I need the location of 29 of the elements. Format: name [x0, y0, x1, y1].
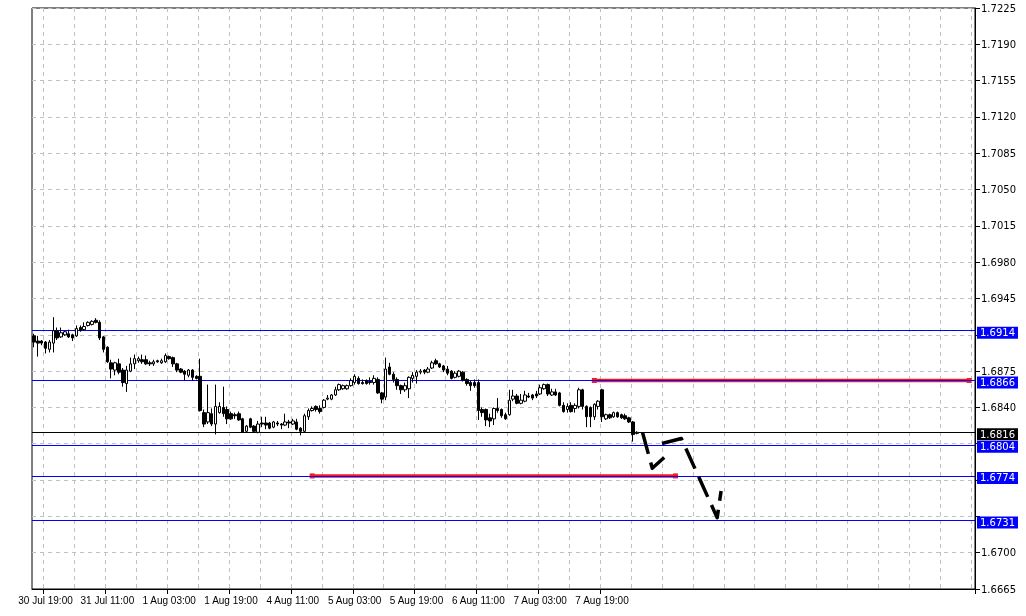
y-tick-label: 1.6980: [981, 256, 1016, 268]
x-tick-label: 30 Jul 19:00: [18, 594, 74, 606]
ref-line-label: 1.6804: [980, 441, 1015, 453]
x-tick-label: 4 Aug 11:00: [266, 594, 320, 606]
x-tick-label: 6 Aug 11:00: [452, 594, 506, 606]
y-tick-label: 1.7085: [981, 147, 1016, 159]
x-tick-label: 5 Aug 19:00: [389, 594, 444, 606]
x-tick-label: 1 Aug 03:00: [142, 594, 197, 606]
ref-line-label: 1.6816: [980, 428, 1015, 440]
y-tick-label: 1.6665: [981, 583, 1016, 595]
y-tick-label: 1.6840: [981, 401, 1016, 413]
x-tick-label: 5 Aug 03:00: [328, 594, 382, 606]
ref-line-label: 1.6731: [980, 517, 1015, 529]
x-tick-label: 1 Aug 19:00: [204, 594, 259, 606]
y-tick-label: 1.6945: [981, 293, 1016, 304]
ref-line-label: 1.6774: [980, 472, 1015, 484]
y-tick-label: 1.7050: [981, 184, 1016, 196]
ref-line-label: 1.6866: [980, 376, 1015, 388]
y-tick-label: 1.7120: [981, 111, 1016, 123]
x-tick-label: 31 Jul 11:00: [80, 594, 135, 606]
x-tick-label: 7 Aug 03:00: [513, 594, 568, 606]
y-tick-label: 1.7015: [981, 220, 1016, 232]
y-tick-label: 1.7225: [981, 2, 1016, 14]
y-tick-label: 1.6875: [981, 365, 1016, 377]
y-tick-label: 1.7155: [981, 75, 1016, 87]
x-tick-label: 7 Aug 19:00: [575, 594, 630, 606]
ref-line-label: 1.6914: [980, 327, 1015, 339]
y-tick-label: 1.7190: [981, 38, 1016, 50]
y-tick-label: 1.6700: [981, 547, 1016, 559]
